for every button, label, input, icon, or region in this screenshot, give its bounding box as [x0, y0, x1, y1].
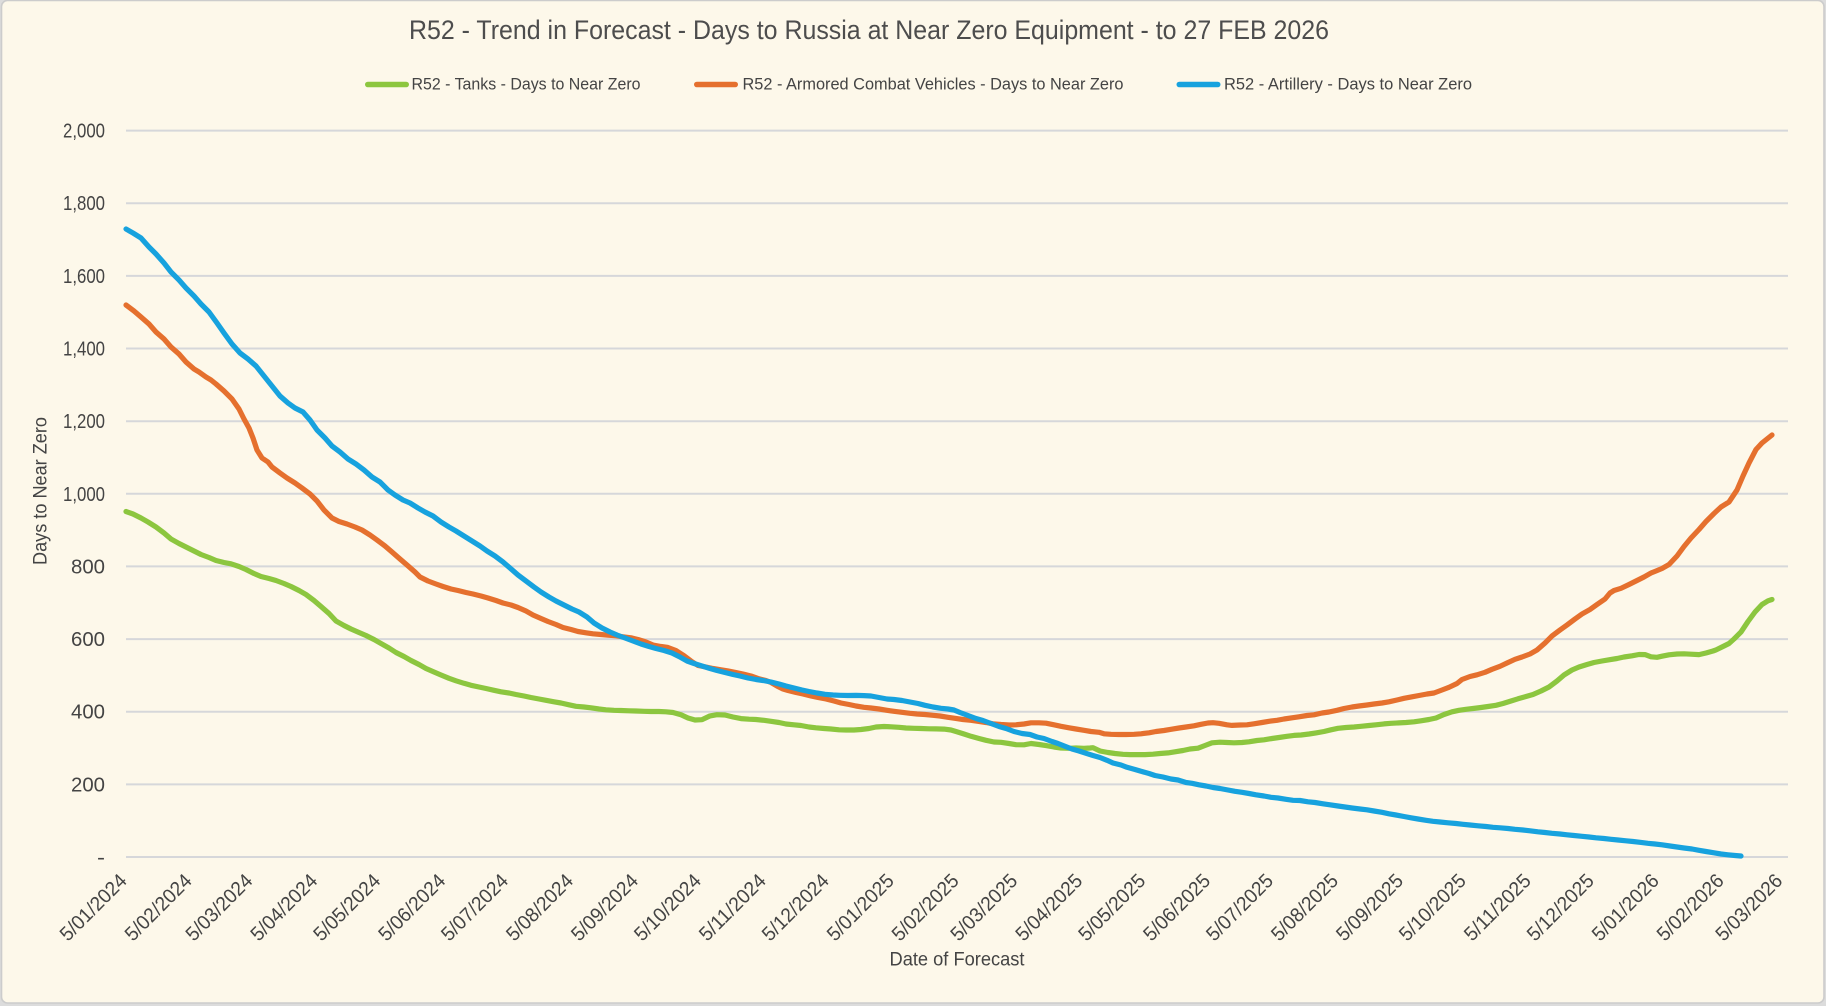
svg-text:200: 200 [71, 774, 105, 796]
svg-text:400: 400 [71, 702, 105, 724]
svg-text:R52 - Artillery - Days to Near: R52 - Artillery - Days to Near Zero [1224, 75, 1472, 94]
svg-text:R52 - Trend in Forecast - Days: R52 - Trend in Forecast - Days to Russia… [409, 15, 1329, 45]
svg-text:Days to Near Zero: Days to Near Zero [31, 417, 52, 565]
svg-text:-: - [97, 847, 105, 869]
svg-text:800: 800 [71, 556, 105, 578]
svg-text:1,600: 1,600 [63, 266, 105, 288]
svg-text:1,400: 1,400 [63, 339, 105, 361]
svg-text:R52 - Armored Combat Vehicles: R52 - Armored Combat Vehicles - Days to … [743, 75, 1124, 94]
svg-text:Date of Forecast: Date of Forecast [890, 950, 1026, 971]
svg-text:1,000: 1,000 [63, 484, 105, 506]
svg-text:R52 - Tanks - Days to Near Zer: R52 - Tanks - Days to Near Zero [412, 75, 641, 94]
svg-text:2,000: 2,000 [63, 121, 105, 143]
svg-text:1,200: 1,200 [63, 411, 105, 433]
svg-text:1,800: 1,800 [63, 193, 105, 215]
svg-text:600: 600 [71, 629, 105, 651]
